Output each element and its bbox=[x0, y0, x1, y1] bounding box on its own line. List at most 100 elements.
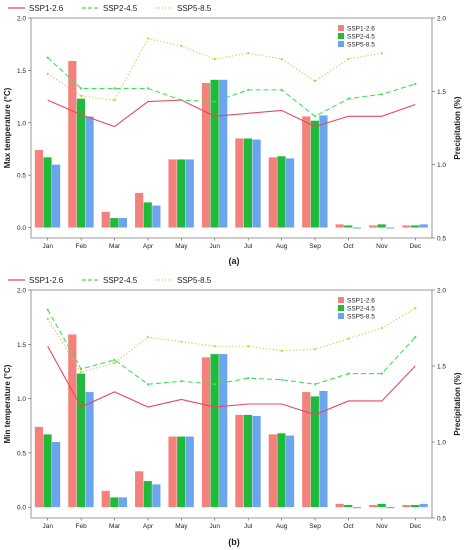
x-tick-label: Mar bbox=[109, 523, 121, 530]
bar-ssp5-8.5-nov bbox=[386, 227, 395, 229]
bar-ssp1-2.6-jul bbox=[235, 414, 244, 508]
line-point-ssp2-4.5 bbox=[313, 383, 317, 386]
bar-ssp2-4.5-nov bbox=[377, 503, 386, 508]
y2-axis-title: Precipitation (%) bbox=[453, 96, 462, 159]
bar-ssp1-2.6-dec bbox=[402, 504, 411, 508]
bar-ssp5-8.5-feb bbox=[85, 116, 94, 228]
line-point-ssp5-8.5 bbox=[414, 307, 417, 310]
line-point-ssp5-8.5 bbox=[280, 349, 283, 352]
bar-ssp5-8.5-apr bbox=[152, 484, 161, 508]
bar-ssp2-4.5-jan bbox=[43, 434, 52, 508]
bar-ssp1-2.6-may bbox=[168, 159, 177, 228]
line-point-ssp2-4.5 bbox=[46, 308, 49, 311]
panel-label: (a) bbox=[229, 256, 240, 266]
line-point-ssp5-8.5 bbox=[80, 370, 83, 374]
x-tick-label: Oct bbox=[343, 243, 353, 250]
x-tick-label: Nov bbox=[376, 523, 388, 530]
line-point-ssp2-4.5 bbox=[80, 87, 83, 90]
bar-ssp5-8.5-sep bbox=[319, 390, 328, 508]
line-point-ssp2-4.5 bbox=[280, 88, 283, 91]
bar-ssp1-2.6-jan bbox=[34, 426, 44, 508]
bar-ssp2-4.5-jun bbox=[210, 354, 219, 508]
line-point-ssp5-8.5 bbox=[313, 79, 317, 83]
line-point-ssp5-8.5 bbox=[280, 57, 283, 61]
bar-ssp5-8.5-jun bbox=[219, 79, 228, 228]
top-legend-label-2: SSP2-4.5 bbox=[103, 276, 138, 285]
bar-ssp1-2.6-mar bbox=[101, 211, 110, 228]
x-tick-label: Nov bbox=[376, 243, 388, 250]
x-tick-label: Jul bbox=[244, 523, 253, 530]
bar-ssp2-4.5-feb bbox=[76, 98, 86, 228]
bar-ssp5-8.5-apr bbox=[152, 205, 161, 228]
y2-tick-label: 2.0 bbox=[437, 288, 446, 295]
top-legend: SSP1-2.6 SSP2-4.5 SSP5-8.5 bbox=[8, 4, 212, 13]
y2-tick-label: 1.5 bbox=[437, 89, 446, 96]
x-tick-label: Dec bbox=[410, 243, 422, 250]
bar-ssp1-2.6-mar bbox=[101, 490, 110, 508]
y-tick-label: 1.0 bbox=[17, 396, 26, 403]
bar-ssp2-4.5-jul bbox=[243, 414, 253, 508]
bar-legend-label-1: SSP1-2.6 bbox=[347, 298, 375, 305]
line-point-ssp2-4.5 bbox=[146, 383, 150, 386]
bar-ssp5-8.5-jul bbox=[252, 415, 261, 508]
bar-ssp1-2.6-aug bbox=[268, 157, 277, 228]
line-point-ssp2-4.5 bbox=[347, 372, 350, 375]
bar-legend-swatch-1 bbox=[338, 25, 344, 31]
bar-ssp5-8.5-dec bbox=[419, 224, 428, 228]
x-tick-label: May bbox=[175, 523, 188, 530]
line-ssp2-4.5 bbox=[47, 309, 416, 385]
bar-ssp1-2.6-sep bbox=[302, 392, 311, 508]
bar-ssp2-4.5-aug bbox=[277, 433, 286, 508]
bar-legend-label-2: SSP2-4.5 bbox=[347, 306, 375, 313]
bar-ssp1-2.6-apr bbox=[135, 471, 144, 508]
top-legend: SSP1-2.6 SSP2-4.5 SSP5-8.5 bbox=[8, 276, 212, 285]
line-point-ssp5-8.5 bbox=[46, 72, 49, 75]
y2-axis-title: Precipitation (%) bbox=[453, 372, 462, 435]
bar-ssp5-8.5-may bbox=[185, 159, 194, 228]
line-point-ssp5-8.5 bbox=[113, 361, 116, 365]
line-ssp1-2.6 bbox=[47, 99, 416, 128]
bar-ssp1-2.6-aug bbox=[268, 434, 277, 508]
line-point-ssp2-4.5 bbox=[380, 93, 383, 96]
bar-legend-swatch-2 bbox=[338, 305, 344, 311]
line-point-ssp5-8.5 bbox=[247, 52, 250, 55]
bar-ssp5-8.5-jul bbox=[252, 139, 261, 228]
line-point-ssp5-8.5 bbox=[146, 37, 150, 40]
y-tick-label: 0.0 bbox=[17, 225, 26, 232]
x-tick-label: Apr bbox=[143, 523, 154, 530]
y-tick-label: 2.0 bbox=[17, 288, 26, 295]
x-tick-label: May bbox=[175, 243, 188, 250]
y-axis-title: Min temperature (°C) bbox=[3, 364, 12, 443]
bar-ssp1-2.6-jun bbox=[201, 82, 211, 228]
bar-legend-label-1: SSP1-2.6 bbox=[347, 26, 375, 33]
x-tick-label: Oct bbox=[343, 523, 353, 530]
bar-legend-label-3: SSP5-8.5 bbox=[347, 42, 375, 49]
x-tick-label: Feb bbox=[76, 523, 88, 530]
bar-ssp2-4.5-jul bbox=[243, 138, 253, 228]
bar-legend-swatch-3 bbox=[338, 313, 344, 319]
x-tick-label: Aug bbox=[276, 523, 288, 530]
bar-ssp1-2.6-jan bbox=[34, 150, 44, 228]
line-point-ssp2-4.5 bbox=[146, 87, 150, 90]
bar-ssp2-4.5-oct bbox=[344, 225, 353, 228]
bar-ssp2-4.5-jan bbox=[43, 157, 52, 228]
bar-ssp2-4.5-dec bbox=[410, 504, 420, 508]
bar-ssp1-2.6-oct bbox=[335, 224, 344, 228]
bar-legend-swatch-3 bbox=[338, 41, 344, 47]
line-point-ssp2-4.5 bbox=[46, 56, 49, 59]
bar-ssp5-8.5-oct bbox=[352, 507, 361, 509]
plot-frame bbox=[30, 289, 433, 519]
bar-ssp5-8.5-mar bbox=[118, 218, 128, 228]
y2-tick-label: 0.5 bbox=[437, 236, 446, 243]
y-tick-label: 1.5 bbox=[17, 68, 26, 75]
line-point-ssp2-4.5 bbox=[180, 99, 183, 102]
bar-ssp1-2.6-apr bbox=[135, 192, 144, 228]
bar-legend-swatch-2 bbox=[338, 33, 344, 39]
y-tick-label: 1.0 bbox=[17, 120, 26, 127]
line-point-ssp2-4.5 bbox=[113, 87, 116, 90]
line-ssp1-2.6 bbox=[47, 345, 416, 416]
x-tick-label: Jun bbox=[210, 243, 221, 250]
line-point-ssp5-8.5 bbox=[146, 336, 150, 339]
